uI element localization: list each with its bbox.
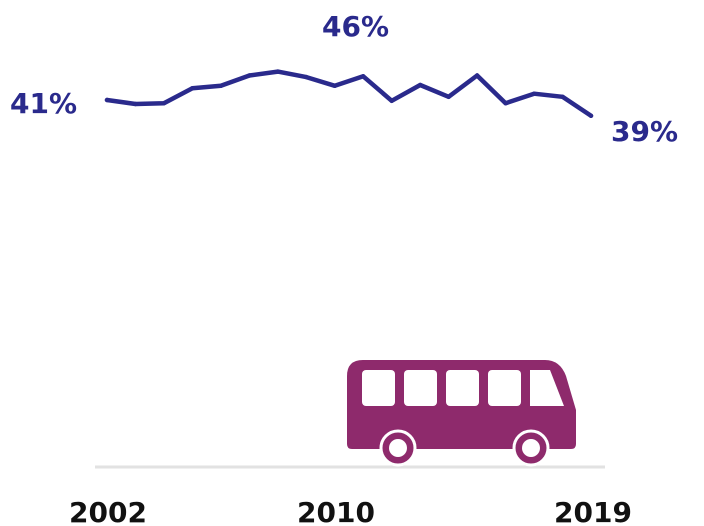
data-point-2008 [275,69,280,74]
x-tick-label-2010: 2010 [297,496,375,526]
bus-windshield [530,370,564,406]
data-points [104,69,594,119]
data-point-2010 [332,83,337,89]
bus-wheels [379,429,550,467]
rear-wheel-hub [522,439,540,457]
data-point-2014 [446,94,451,100]
x-tick-label-2019: 2019 [554,496,632,526]
bus-icon [347,360,576,467]
data-point-2006 [218,83,224,89]
data-point-2003 [133,101,138,107]
data-point-2009 [304,74,309,80]
start-value-label: 41% [10,87,77,120]
bus-window [404,370,437,406]
bus-window [488,370,521,406]
data-point-2007 [247,73,252,78]
bus-window [446,370,479,406]
data-point-2016 [503,101,508,106]
data-point-2017 [531,91,537,96]
data-point-2011 [361,74,366,79]
peak-value-label: 46% [322,10,389,43]
x-tick-label-2002: 2002 [69,496,147,526]
data-point-2012 [389,98,394,104]
end-value-label: 39% [611,115,678,148]
bus-window [362,370,395,406]
data-point-2015 [474,73,480,78]
data-point-2002 [104,97,110,103]
bus-windows [362,370,564,406]
series-line [104,69,594,119]
data-point-2005 [190,86,195,91]
data-point-2013 [418,82,423,88]
data-point-2018 [560,94,565,100]
front-wheel-hub [389,439,407,457]
data-point-2004 [161,101,167,106]
data-point-2019 [588,113,594,119]
